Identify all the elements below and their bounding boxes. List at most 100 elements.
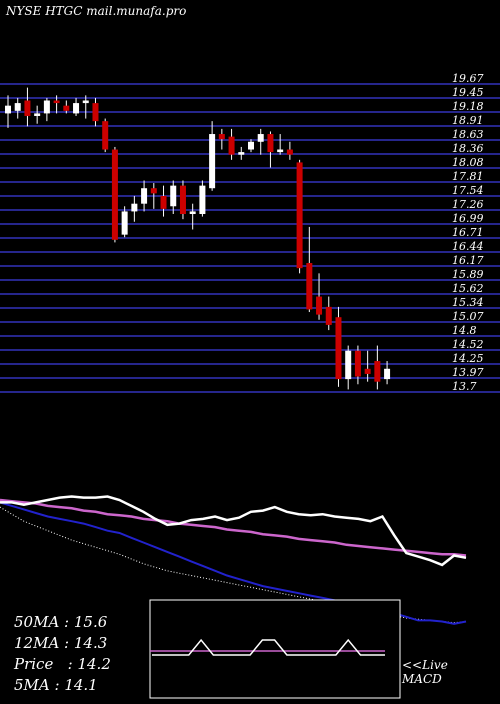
candle: [316, 273, 323, 320]
y-tick-label: 17.54: [452, 184, 484, 197]
candle: [218, 128, 225, 150]
candle: [14, 97, 21, 119]
candle-body: [306, 263, 313, 310]
y-tick-label: 15.07: [452, 310, 484, 323]
candle-body: [179, 185, 186, 215]
candle-body: [345, 350, 352, 380]
indicator-lines: [0, 495, 467, 625]
candle-body: [34, 113, 41, 116]
y-tick-label: 14.52: [452, 338, 484, 351]
candle: [43, 97, 50, 122]
y-tick-label: 13.7: [452, 380, 477, 393]
candle: [92, 97, 99, 127]
y-tick-label: 17.81: [452, 170, 484, 183]
grid-lines: [0, 83, 500, 393]
macd-line: [152, 638, 385, 656]
candle-body: [238, 152, 245, 155]
candles: [5, 87, 391, 390]
candle: [199, 180, 206, 217]
y-tick-label: 16.17: [452, 254, 484, 267]
candle: [63, 100, 70, 114]
candle-body: [53, 100, 60, 104]
candle: [296, 159, 303, 274]
candle-body: [209, 134, 216, 189]
candle-body: [316, 296, 323, 315]
candle: [364, 350, 371, 382]
y-tick-label: 14.25: [452, 352, 484, 365]
stat-5ma: 5MA : 14.1: [14, 676, 98, 694]
candle: [121, 206, 128, 238]
candle: [82, 95, 89, 119]
candle: [131, 195, 138, 222]
candle: [102, 118, 109, 153]
candle: [179, 180, 186, 220]
y-tick-label: 16.71: [452, 226, 484, 239]
candle: [160, 185, 167, 217]
candle-body: [354, 350, 361, 377]
candle: [354, 345, 361, 385]
candle-body: [257, 134, 264, 142]
candle-body: [384, 368, 391, 380]
candle: [306, 226, 313, 313]
stat-price: Price : 14.2: [14, 655, 111, 673]
live-label: <<Live: [402, 658, 448, 672]
y-tick-label: 15.34: [452, 296, 484, 309]
y-tick-label: 19.45: [452, 86, 484, 99]
y-tick-label: 18.63: [452, 128, 484, 141]
candle: [335, 306, 342, 387]
candle-body: [267, 134, 274, 153]
candle-body: [111, 149, 118, 240]
candle: [286, 141, 293, 160]
y-tick-label: 17.26: [452, 198, 484, 211]
candle-body: [150, 188, 157, 194]
candle: [170, 180, 177, 215]
candle: [248, 139, 254, 153]
y-tick-label: 18.08: [452, 156, 484, 169]
macd-panel: [149, 599, 401, 699]
candle-body: [121, 211, 128, 235]
candle: [345, 345, 352, 390]
ma-pink-line: [0, 498, 467, 557]
macd-box: [149, 599, 401, 699]
candle-body: [248, 141, 254, 150]
candle-body: [170, 185, 177, 207]
candle-body: [296, 162, 303, 269]
candle: [24, 87, 31, 127]
y-tick-label: 16.99: [452, 212, 484, 225]
candle-body: [374, 361, 381, 382]
ma-dotted-line: [0, 506, 467, 624]
stat-50ma: 50MA : 15.6: [14, 613, 108, 631]
candle: [228, 128, 235, 160]
candle: [150, 183, 157, 209]
candle-body: [160, 195, 167, 209]
candle: [384, 361, 391, 385]
candle-body: [286, 149, 293, 155]
y-tick-label: 19.67: [452, 72, 484, 85]
candle-body: [82, 100, 89, 104]
candle-body: [141, 188, 148, 204]
candle: [189, 203, 196, 230]
candle-body: [63, 105, 70, 111]
candle: [111, 146, 118, 243]
macd-label: MACD: [402, 672, 442, 686]
chart-title: NYSE HTGC mail.munafa.pro: [6, 4, 187, 18]
candle: [53, 95, 60, 114]
candle-body: [218, 134, 225, 140]
candle: [34, 105, 41, 124]
y-tick-label: 14.8: [452, 324, 477, 337]
candle-body: [364, 368, 371, 374]
candle-body: [73, 103, 80, 114]
candle-body: [14, 103, 21, 111]
candle-body: [335, 317, 342, 380]
candle-body: [277, 149, 284, 153]
ma-white-line: [0, 495, 467, 567]
y-tick-label: 16.44: [452, 240, 484, 253]
candle: [277, 134, 284, 155]
candle: [374, 345, 381, 390]
y-tick-label: 15.89: [452, 268, 484, 281]
y-tick-label: 18.36: [452, 142, 484, 155]
candle-body: [199, 185, 206, 215]
ma-stats: 50MA : 15.6 12MA : 14.3 Price : 14.2 5MA…: [14, 612, 111, 696]
candle-body: [325, 306, 332, 325]
